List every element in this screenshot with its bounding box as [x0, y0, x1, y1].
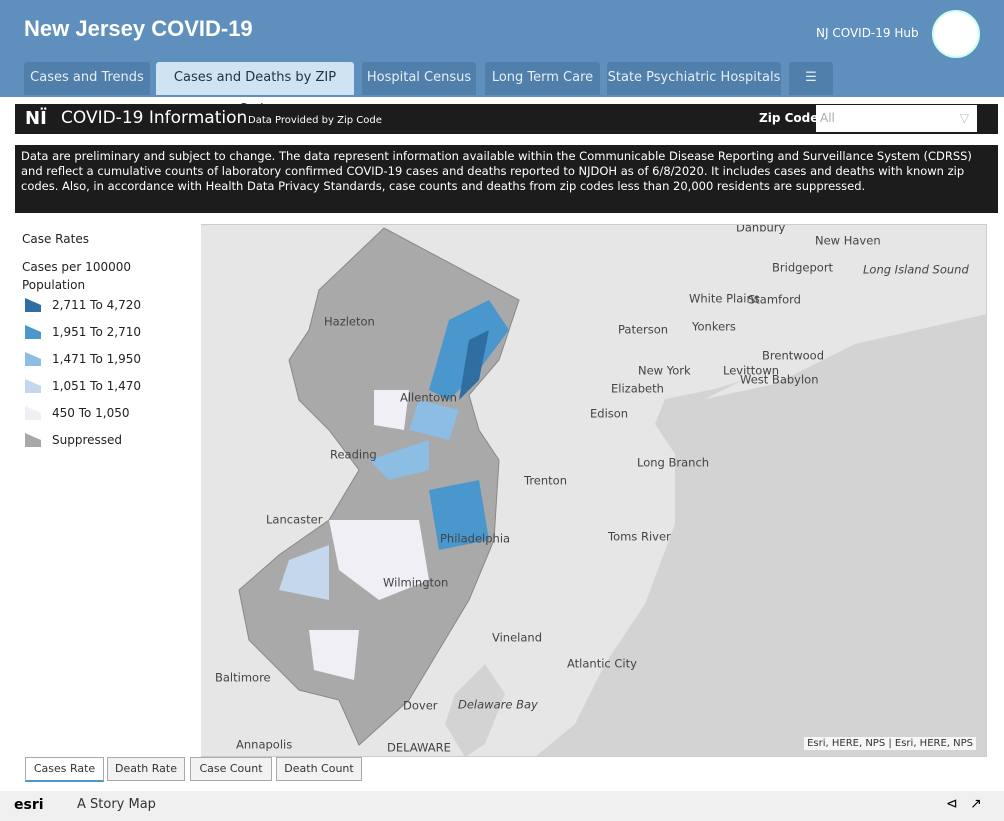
legend-label: 2,711 To 4,720	[52, 298, 141, 312]
legend-label: 450 To 1,050	[52, 406, 130, 420]
map-label: Bridgeport	[772, 261, 834, 275]
map-label: Long Branch	[637, 456, 709, 470]
map-label: Annapolis	[236, 738, 292, 752]
map-label: West Babylon	[740, 373, 819, 387]
view-tab[interactable]: Death Count	[276, 757, 362, 781]
info-subtitle: Data Provided by Zip Code	[248, 115, 382, 126]
map-label: Stamford	[748, 293, 801, 307]
map-label: Brentwood	[762, 349, 824, 363]
map-label: Allentown	[400, 391, 457, 405]
share-icon[interactable]: ⊲	[946, 796, 958, 812]
nav-tab[interactable]: Cases and Trends	[24, 62, 150, 95]
hub-link[interactable]: NJ COVID-19 Hub	[816, 26, 919, 40]
info-title: COVID-19 Information	[61, 108, 248, 128]
map-label: Yonkers	[691, 320, 736, 334]
map-label: Long Island Sound	[863, 263, 969, 277]
map-label: White Plains	[689, 292, 760, 306]
view-tab[interactable]: Cases Rate	[25, 757, 104, 782]
map-label: Reading	[330, 448, 377, 462]
map-label: New Haven	[815, 234, 881, 248]
view-tab[interactable]: Case Count	[190, 757, 272, 781]
info-bar: NЇ COVID-19 Information Data Provided by…	[15, 104, 998, 134]
ocean	[536, 284, 986, 756]
legend-label: 1,951 To 2,710	[52, 325, 141, 339]
legend-label: Suppressed	[52, 433, 123, 447]
footer-text: A Story Map	[77, 797, 156, 812]
long-island	[705, 264, 986, 399]
map-label: Atlantic City	[567, 657, 637, 671]
legend: Case Rates Cases per 100000 Population 2…	[15, 224, 201, 757]
legend-swatch	[25, 298, 41, 312]
map-label: Wilmington	[383, 576, 448, 590]
map-label: Danbury	[736, 224, 786, 235]
logo	[932, 10, 980, 58]
map-label: Hazleton	[324, 315, 375, 329]
zip-highlights	[279, 300, 509, 680]
attribution: Esri, HERE, NPS | Esri, HERE, NPS	[804, 737, 976, 750]
map-label: DELAWARE	[387, 741, 451, 755]
legend-swatch	[25, 433, 41, 447]
open-icon[interactable]: ↗	[970, 796, 982, 812]
app-title: New Jersey COVID-19	[24, 16, 253, 41]
delaware-bay	[445, 664, 505, 756]
filter-label: Zip Code	[759, 111, 819, 125]
map-label: Edison	[590, 407, 628, 421]
nav-tab[interactable]: Hospital Census	[362, 62, 476, 95]
legend-swatch	[25, 379, 41, 393]
footer: esri A Story Map ⊲ ↗	[0, 791, 1004, 821]
map-label: Toms River	[607, 530, 671, 544]
view-tab[interactable]: Death Rate	[107, 757, 185, 781]
map-label: Elizabeth	[611, 382, 664, 396]
legend-swatch	[25, 325, 41, 339]
legend-swatch	[25, 352, 41, 366]
map-label: Dover	[403, 699, 438, 713]
select-value: All	[820, 111, 835, 125]
map-labels: New Haven Bridgeport Long Island Sound Whit…	[215, 224, 969, 755]
map-label: Philadelphia	[440, 532, 510, 546]
nav-tab[interactable]: State Psychiatric Hospitals	[607, 62, 781, 95]
nj-icon: NЇ	[25, 108, 47, 129]
menu-tab[interactable]: ☰	[789, 62, 833, 95]
map-label: Vineland	[492, 631, 542, 645]
map-label: Baltimore	[215, 671, 271, 685]
disclaimer: Data are preliminary and subject to chan…	[15, 145, 998, 213]
legend-swatch	[25, 406, 41, 420]
map-label: Delaware Bay	[458, 698, 538, 712]
nav-tab[interactable]: Cases and Deaths by ZIP Code	[156, 62, 354, 117]
footer-brand: esri	[14, 797, 44, 813]
legend-label: 1,051 To 1,470	[52, 379, 141, 393]
legend-subtitle: Cases per 100000 Population	[22, 260, 131, 292]
legend-title: Case Rates	[22, 232, 89, 246]
map-label: New York	[638, 364, 691, 378]
legend-label: 1,471 To 1,950	[52, 352, 141, 366]
map-label: Levittown	[723, 364, 779, 378]
map-label: Paterson	[618, 323, 668, 337]
map-label: Trenton	[523, 474, 567, 488]
nav-tab[interactable]: Long Term Care	[485, 62, 600, 95]
map-label: Lancaster	[266, 513, 323, 527]
zip-select[interactable]: All ▽	[816, 105, 977, 132]
